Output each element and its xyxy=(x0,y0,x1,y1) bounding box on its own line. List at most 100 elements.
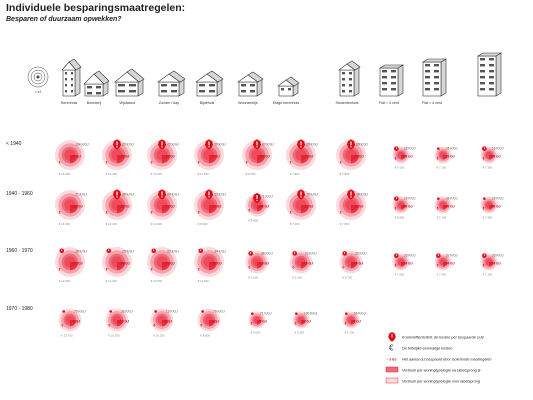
euro-icon: € xyxy=(59,267,61,271)
reduction-label: -3 GJ xyxy=(302,320,311,324)
building-window xyxy=(250,84,255,87)
bubble-sector xyxy=(70,320,77,327)
reduction-label: -24 GJ xyxy=(119,262,129,266)
bubble-cell: 62 K/GJ -11 GJ € € 13.400 xyxy=(102,139,134,176)
warning-dot xyxy=(116,146,118,148)
small-warning-bar xyxy=(483,147,485,150)
gj-label: 33 K/GJ xyxy=(355,252,367,256)
legend-box-light xyxy=(385,377,399,384)
reduction-label: -8 GJ xyxy=(211,155,220,159)
bubble-sector xyxy=(489,155,494,160)
bubble-sector xyxy=(301,205,310,214)
reduction-label: -9 GJ xyxy=(258,320,267,324)
warning-dot xyxy=(208,196,210,198)
bubble-sector xyxy=(351,205,360,214)
dot-marker xyxy=(295,312,298,315)
small-warning-bar xyxy=(200,249,202,252)
bubble-sector xyxy=(401,205,406,210)
legend-box-dark xyxy=(385,366,399,373)
building-window xyxy=(382,70,387,73)
bubble-cell: 134 K/GJ -9 GJ € € 15.400 xyxy=(55,140,89,176)
building-window xyxy=(425,88,430,91)
bubble-sector xyxy=(301,262,308,269)
building-header: ≈ kJ Herenhuis Boerderij Vrijstaand Zonder /… xyxy=(27,52,503,105)
building-window xyxy=(65,72,67,75)
building-roof-flat xyxy=(421,58,448,63)
legend: Kosteneffectiviteit; de kosten per bespa… xyxy=(385,332,492,384)
gj-label: 13 K/GJ xyxy=(166,310,178,314)
building-window xyxy=(288,88,291,91)
gj-label: 33 K/GJ xyxy=(121,310,133,314)
warning-dot xyxy=(256,199,258,202)
bubble-sector xyxy=(443,155,448,160)
cost-label: € 6.200 xyxy=(292,276,302,280)
cost-label: € 13.400 xyxy=(106,172,118,176)
chart-title: Individuele besparingsmaatregelen: xyxy=(6,2,186,14)
gj-label: 66 K/GJ xyxy=(354,311,366,315)
building-window xyxy=(480,70,485,73)
building-window xyxy=(434,88,439,91)
building-window xyxy=(199,90,205,93)
euro-icon: € xyxy=(340,160,342,164)
bubble-cell: 38 K/GJ -16 GJ € € 8.200 xyxy=(245,250,273,280)
cost-label: € 6.000 xyxy=(251,331,261,335)
warning-bar xyxy=(300,141,302,146)
bubble-cell: 33 K/GJ -13 GJ € € 16.300 xyxy=(105,308,133,338)
euro-icon: € xyxy=(340,210,342,214)
building-icon xyxy=(61,58,82,97)
bubble-cell: 29 K/GJ -26 GJ € € 6.800 xyxy=(392,196,416,220)
bubble-sector xyxy=(401,155,406,160)
cost-label: € 11.600 xyxy=(198,172,209,176)
bubble-grid: < 1940 134 K/GJ -9 GJ € € 15.400 62 K/GJ -11 G… xyxy=(6,139,504,338)
bubble-cell: 67 K/GJ -67 GJ € € 8.000 xyxy=(242,139,274,176)
reduction-label: -3 GJ xyxy=(211,320,220,324)
bubble-sector xyxy=(209,262,218,271)
bubble-cell: 28 K/GJ -26 GJ € € 7.000 xyxy=(392,146,416,170)
building-roof-side xyxy=(68,58,82,71)
gj-label: 21 K/GJ xyxy=(75,192,87,196)
euro-icon: € xyxy=(295,322,297,326)
gj-label: 59 K/GJ xyxy=(214,142,226,146)
reduction-label: -13 GJ xyxy=(119,320,129,324)
cost-label: € 7.300 xyxy=(290,222,300,226)
dot-marker xyxy=(62,310,65,313)
cost-label: € 7.800 xyxy=(290,172,300,176)
cost-label: € 16.300 xyxy=(108,334,120,338)
legend-text: Verbruik per woningtypologie na labelspr… xyxy=(402,369,481,373)
cost-label: € 5.200 xyxy=(295,331,305,335)
chart-subtitle: Besparen of duurzaam opwekken? xyxy=(6,16,122,23)
reduction-label: -13 GJ xyxy=(444,155,454,159)
euro-icon: € xyxy=(246,160,248,164)
reduction-label: -16 GJ xyxy=(303,262,313,266)
cost-label: € 15.400 xyxy=(59,172,71,176)
legend-red-sample: - 3 GJ xyxy=(387,358,397,362)
cost-label: € 7.100 xyxy=(437,216,447,220)
euro-icon: € xyxy=(251,322,253,326)
reduction-label: -24 GJ xyxy=(164,262,174,266)
building-window xyxy=(425,76,430,79)
dot-marker xyxy=(251,312,254,315)
gj-label: 71 K/GJ xyxy=(261,195,273,199)
cost-label: € 7.000 xyxy=(395,273,405,277)
bubble-sector xyxy=(401,262,406,267)
bubble-sector xyxy=(162,320,169,327)
legend-text: Verbruik per woningtypologie voor labels… xyxy=(402,380,481,384)
bubble-cell: 33 K/GJ -36 GJ € € 6.700 xyxy=(339,250,367,280)
euro-icon: € xyxy=(198,267,200,271)
building-front xyxy=(422,61,442,97)
building-type-label: Bijdehuis xyxy=(200,101,215,105)
euro-icon: € xyxy=(106,160,108,164)
cost-label: € 11.400 xyxy=(106,279,117,283)
bubble-cell: 53 K/GJ -11 GJ € € 8.600 xyxy=(194,189,226,226)
building-window xyxy=(391,82,396,85)
building-window xyxy=(480,64,485,67)
building-window xyxy=(241,84,246,87)
small-warning-bar xyxy=(250,251,252,254)
euro-icon: € xyxy=(437,207,439,211)
building-window xyxy=(342,90,345,93)
gj-label: 68 K/GJ xyxy=(356,142,368,146)
reduction-label: -11 GJ xyxy=(211,205,221,209)
warning-bar xyxy=(300,191,302,196)
gj-label: 62 K/GJ xyxy=(167,142,179,146)
building-window xyxy=(489,88,494,91)
